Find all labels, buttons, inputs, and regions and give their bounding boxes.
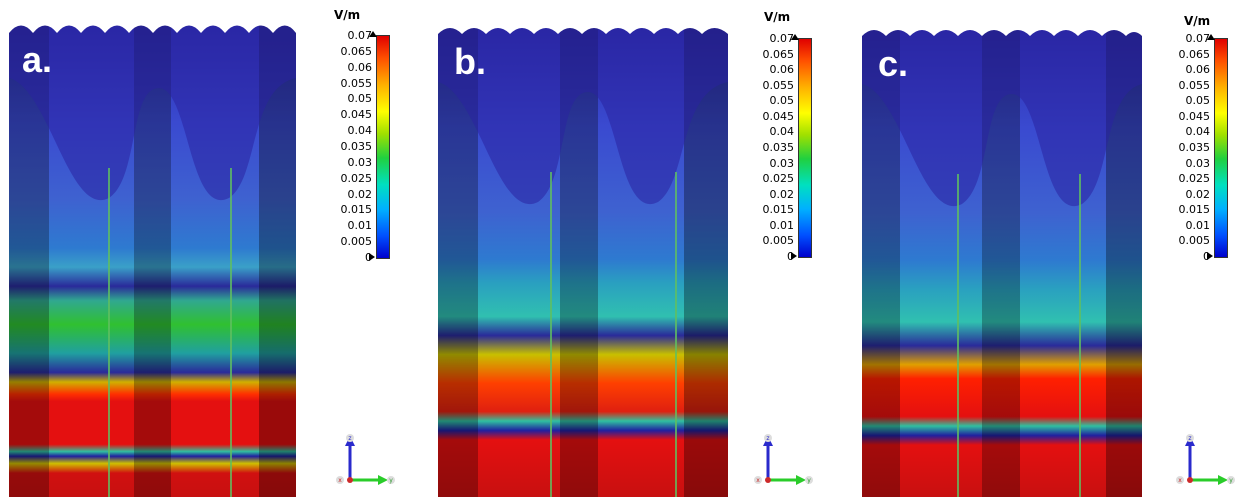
colorbar-tick-label: 0 bbox=[787, 250, 794, 263]
colorbar-tick-label: 0.025 bbox=[340, 171, 373, 185]
colorbar-tick-label: 0.065 bbox=[1178, 47, 1211, 61]
colorbar-tick-label: 0.06 bbox=[769, 63, 795, 77]
colorbar-b: V/m 0.07 0.065 0.06 0.055 0.05 0.045 0.04 0.035… bbox=[742, 8, 822, 268]
colorbar-tick-label: 0.025 bbox=[1178, 172, 1211, 186]
colorbar-a: V/m 0.07 0.065 0.06 0.055 0.05 0.045 0.04 0.035… bbox=[320, 6, 400, 266]
colorbar-gradient bbox=[376, 35, 390, 259]
colorbar-tick-label: 0.02 bbox=[347, 187, 373, 201]
colorbar-tick-label: 0.045 bbox=[762, 109, 795, 123]
colorbar-tick-label: 0.04 bbox=[769, 125, 795, 139]
axes-triad-b: z x y bbox=[754, 430, 814, 490]
colorbar-unit: V/m bbox=[1184, 14, 1211, 28]
colorbar-tick-label: 0.055 bbox=[1178, 78, 1211, 92]
colorbar-tick-label: 0.07 bbox=[1185, 32, 1211, 45]
axis-y-label: y bbox=[1229, 477, 1233, 484]
colorbar-tick-label: 0.04 bbox=[347, 124, 373, 138]
colorbar-tick-label: 0.005 bbox=[340, 235, 373, 249]
axis-x-label: x bbox=[1178, 477, 1182, 484]
colorbar-tick-label: 0.01 bbox=[1185, 218, 1211, 232]
panel-label-b: b. bbox=[454, 41, 486, 82]
colorbar-tick-label: 0.05 bbox=[347, 92, 373, 106]
colorbar-tick-label: 0.01 bbox=[769, 218, 795, 232]
colorbar-min-arrow-icon bbox=[369, 253, 375, 261]
colorbar-tick-label: 0.005 bbox=[1178, 234, 1211, 248]
panel-c: c. V/m 0.07 0.065 0.06 0.055 0.05 0.045 0.04 0.… bbox=[840, 0, 1242, 497]
colorbar-tick-label: 0.055 bbox=[762, 78, 795, 92]
colorbar-tick-label: 0.045 bbox=[1178, 109, 1211, 123]
axes-triad-a: z x y bbox=[336, 430, 396, 490]
field-simulation-c bbox=[862, 24, 1142, 497]
colorbar-tick-label: 0.035 bbox=[1178, 141, 1211, 154]
colorbar-tick-label: 0.07 bbox=[769, 32, 795, 45]
colorbar-tick-label: 0.05 bbox=[1185, 94, 1211, 108]
colorbar-tick-label: 0 bbox=[365, 251, 372, 264]
colorbar-max-arrow-icon bbox=[1207, 34, 1215, 40]
field-simulation-b bbox=[438, 22, 728, 497]
colorbar-tick-label: 0.055 bbox=[340, 76, 373, 90]
axis-z-label: z bbox=[1188, 435, 1191, 442]
colorbar-tick-label: 0.035 bbox=[762, 141, 795, 154]
axis-z-label: z bbox=[348, 435, 351, 442]
axes-triad-c: z x y bbox=[1176, 430, 1236, 490]
colorbar-tick-label: 0.03 bbox=[1185, 156, 1211, 170]
panel-label-c: c. bbox=[878, 43, 909, 84]
colorbar-tick-label: 0.045 bbox=[340, 108, 373, 122]
colorbar-unit: V/m bbox=[334, 8, 361, 22]
axis-z-label: z bbox=[766, 435, 769, 442]
colorbar-min-arrow-icon bbox=[1207, 252, 1213, 260]
colorbar-c: V/m 0.07 0.065 0.06 0.055 0.05 0.045 0.04 0.035… bbox=[1166, 10, 1242, 270]
colorbar-tick-label: 0.01 bbox=[347, 219, 373, 233]
colorbar-tick-label: 0.06 bbox=[1185, 63, 1211, 77]
colorbar-tick-label: 0.065 bbox=[340, 44, 373, 58]
axis-x-label: x bbox=[756, 477, 760, 484]
colorbar-max-arrow-icon bbox=[791, 34, 799, 40]
colorbar-gradient bbox=[1214, 38, 1228, 258]
colorbar-tick-label: 0.015 bbox=[340, 203, 373, 217]
colorbar-min-arrow-icon bbox=[791, 252, 797, 260]
field-simulation-a bbox=[9, 18, 296, 497]
colorbar-tick-label: 0.06 bbox=[347, 60, 373, 74]
panel-label-a: a. bbox=[22, 39, 53, 80]
colorbar-tick-label: 0.065 bbox=[762, 47, 795, 61]
colorbar-tick-label: 0.015 bbox=[762, 203, 795, 217]
colorbar-tick-label: 0.05 bbox=[769, 94, 795, 108]
colorbar-tick-label: 0.03 bbox=[769, 156, 795, 170]
colorbar-tick-label: 0.02 bbox=[769, 187, 795, 201]
colorbar-tick-label: 0.03 bbox=[347, 155, 373, 169]
colorbar-tick-label: 0.07 bbox=[347, 29, 373, 42]
colorbar-tick-label: 0.005 bbox=[762, 234, 795, 248]
colorbar-gradient bbox=[798, 38, 812, 258]
colorbar-tick-label: 0.035 bbox=[340, 140, 373, 153]
colorbar-max-arrow-icon bbox=[369, 31, 377, 37]
colorbar-unit: V/m bbox=[764, 10, 791, 24]
axis-y-label: y bbox=[807, 477, 811, 484]
colorbar-tick-label: 0.02 bbox=[1185, 187, 1211, 201]
colorbar-tick-label: 0 bbox=[1203, 250, 1210, 263]
colorbar-tick-label: 0.015 bbox=[1178, 203, 1211, 217]
panel-a: a. V/m 0.07 0.065 0.06 0.055 0.05 0.045 0.04 0.… bbox=[0, 0, 420, 497]
colorbar-tick-label: 0.04 bbox=[1185, 125, 1211, 139]
colorbar-tick-label: 0.025 bbox=[762, 172, 795, 186]
axis-x-label: x bbox=[338, 477, 342, 484]
axis-y-label: y bbox=[389, 477, 393, 484]
panel-b: b. V/m 0.07 0.065 0.06 0.055 0.05 0.045 0.04 0.… bbox=[420, 0, 840, 497]
